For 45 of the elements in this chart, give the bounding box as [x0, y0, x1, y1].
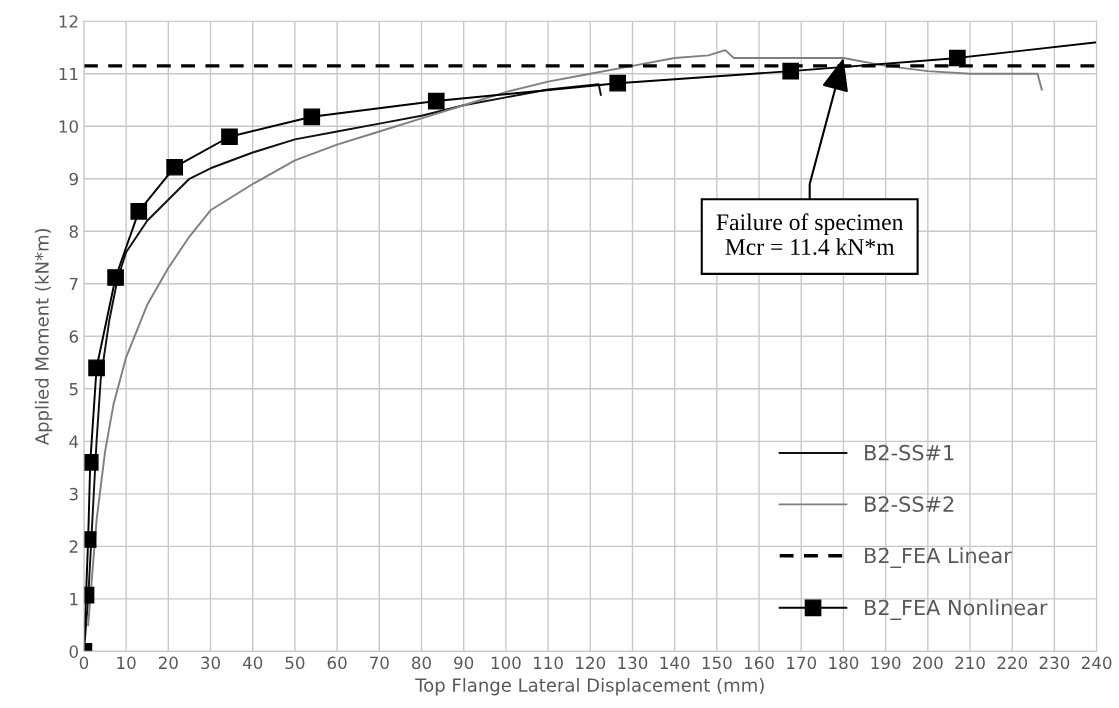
- x-tick-label: 170: [787, 656, 817, 670]
- x-tick-label: 140: [660, 656, 690, 670]
- y-tick-label: 7: [69, 277, 78, 291]
- legend-label: B2-SS#1: [865, 444, 954, 461]
- y-tick-label: 8: [69, 225, 78, 238]
- annotation: Failure of specimen Mcr = 11.4 kN*m: [716, 213, 904, 256]
- x-tick-label: 220: [997, 656, 1028, 670]
- x-tick-label: 230: [1039, 656, 1070, 670]
- legend-label: B2_FEA Nonlinear: [865, 599, 1048, 621]
- y-tick-label: 4: [69, 435, 79, 448]
- x-tick-label: 0: [79, 656, 89, 670]
- x-axis-title: Top Flange Lateral Displacement (mm): [415, 677, 764, 696]
- x-tick-label: 130: [618, 656, 648, 670]
- y-tick-label: 11: [59, 67, 78, 81]
- x-tick-label: 80: [412, 656, 431, 670]
- x-tick-label: 90: [454, 656, 474, 670]
- x-tick-label: 10: [117, 656, 136, 670]
- x-tick-label: 100: [491, 656, 521, 670]
- y-tick-label: 0: [69, 645, 78, 658]
- x-tick-label: 110: [534, 656, 563, 670]
- x-tick-label: 30: [201, 656, 221, 670]
- y-tick-label: 2: [69, 540, 78, 553]
- y-tick-label: 3: [69, 487, 78, 501]
- legend-label: B2-SS#2: [865, 496, 954, 512]
- x-tick-label: 50: [285, 656, 305, 670]
- y-axis-title: Applied Moment (kN*m): [34, 228, 53, 446]
- y-tick-label: 1: [70, 593, 78, 606]
- x-tick-label: 210: [955, 656, 985, 670]
- x-tick-label: 70: [370, 656, 389, 670]
- x-tick-label: 120: [576, 656, 606, 670]
- y-tick-label: 12: [59, 15, 78, 28]
- x-tick-label: 40: [242, 656, 263, 670]
- x-tick-label: 20: [158, 656, 178, 670]
- y-tick-label: 9: [69, 172, 78, 186]
- y-tick-label: 10: [59, 120, 78, 133]
- x-tick-label: 240: [1081, 656, 1112, 670]
- x-tick-label: 200: [913, 656, 943, 670]
- y-tick-label: 5: [69, 382, 78, 396]
- x-tick-label: 190: [871, 656, 901, 670]
- legend-label: B2_FEA Linear: [865, 547, 1012, 569]
- y-tick-label: 6: [69, 330, 79, 343]
- x-tick-label: 60: [327, 656, 347, 670]
- x-tick-label: 180: [829, 656, 859, 670]
- x-tick-label: 160: [744, 656, 774, 670]
- x-tick-label: 150: [702, 656, 732, 670]
